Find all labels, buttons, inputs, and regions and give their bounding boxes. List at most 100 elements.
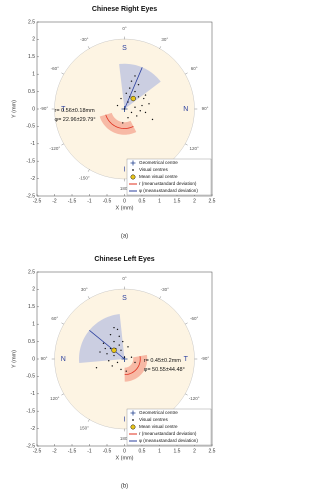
quadrant-label: N <box>183 106 188 113</box>
theta-tick <box>87 419 90 422</box>
y-tick-label: 2 <box>32 37 35 43</box>
visual-centre <box>127 101 129 103</box>
quadrant-label: T <box>184 356 189 363</box>
theta-tick <box>159 46 162 49</box>
y-tick-label: -2.5 <box>26 193 35 199</box>
visual-centre <box>129 87 131 89</box>
theta-tick-label: 180° <box>120 436 130 441</box>
x-axis-label: X (mm) <box>115 455 133 461</box>
x-tick-label: 1 <box>158 198 161 204</box>
chart-title: Chinese Left Eyes <box>94 256 154 263</box>
visual-centre <box>125 92 127 95</box>
legend-box <box>126 158 212 196</box>
visual-centre <box>134 90 136 93</box>
theta-tick-label: 180° <box>120 186 130 191</box>
legend-label: Mean visual centre <box>139 174 178 179</box>
visual-centre <box>108 360 110 362</box>
legend-label: Geometrical centre <box>139 160 178 165</box>
x-tick-label: -1.5 <box>68 198 77 204</box>
panel: Chinese Left Eyes -2.5 -2 -1.5 -1 -0.5 0 0.5 1 1.… <box>11 256 215 490</box>
visual-centre <box>125 370 127 372</box>
phi-mean-line <box>89 329 125 360</box>
visual-centre <box>148 103 150 105</box>
visual-centre <box>130 111 133 114</box>
theta-tick <box>87 296 90 299</box>
theta-tick <box>61 143 64 146</box>
y-tick-label: -2 <box>31 426 36 432</box>
theta-tick-label: 120° <box>190 146 200 151</box>
y-tick-label: -0.5 <box>26 374 35 380</box>
x-tick-label: 0.5 <box>139 198 146 204</box>
visual-centre <box>95 367 98 369</box>
x-tick-label: 1.5 <box>174 448 181 454</box>
y-tick-label: 0 <box>32 106 35 112</box>
visual-centre <box>151 118 154 121</box>
visual-centre <box>113 354 115 357</box>
x-tick-label: -1 <box>87 448 92 454</box>
theta-tick-label: 90° <box>41 356 48 361</box>
y-tick-label: 0 <box>32 356 35 362</box>
visual-centre <box>123 108 126 110</box>
visual-centre <box>116 328 119 331</box>
caption: (b) <box>121 484 128 490</box>
theta-tick <box>185 322 188 325</box>
visual-centre <box>134 75 136 77</box>
quadrant-label: T <box>61 106 66 113</box>
y-tick-label: 2 <box>32 287 35 293</box>
r-mean-arc <box>105 114 134 129</box>
legend-marker <box>132 169 134 171</box>
theta-tick-label: 60° <box>51 316 58 321</box>
visual-centre <box>134 106 136 108</box>
visual-centre <box>120 97 122 100</box>
annotation: r= 0.56±0.18mm <box>55 108 96 114</box>
visual-centre <box>106 353 108 355</box>
y-tick-label: -0.5 <box>26 124 35 130</box>
quadrant-label: I <box>124 167 126 174</box>
theta-tick-label: 60° <box>191 66 198 71</box>
visual-centre <box>134 361 136 364</box>
x-tick-label: -1.5 <box>68 448 77 454</box>
legend-label: Visual centres <box>139 417 168 422</box>
y-tick-label: -1.5 <box>26 159 35 165</box>
y-tick-label: -2 <box>31 176 36 182</box>
theta-tick-label: -60° <box>51 66 60 71</box>
visual-centre <box>136 115 138 117</box>
theta-tick-label: 90° <box>202 106 209 111</box>
quadrant-label: I <box>124 417 126 424</box>
legend-marker <box>130 174 136 180</box>
theta-tick-label: -30° <box>80 37 89 42</box>
visual-centre <box>144 94 147 96</box>
legend-marker <box>130 410 136 416</box>
visual-centre <box>137 83 140 86</box>
visual-centre <box>104 347 106 350</box>
visual-centre <box>118 344 120 346</box>
theta-tick <box>61 393 64 396</box>
theta-tick <box>185 143 188 146</box>
x-tick-label: 2.5 <box>209 448 216 454</box>
r-band <box>99 112 137 135</box>
theta-tick-label: 150° <box>80 426 90 431</box>
quadrant-label: S <box>122 295 127 302</box>
legend-marker <box>130 160 136 166</box>
legend-marker <box>132 419 134 421</box>
visual-centre <box>143 97 145 100</box>
legend-label: Geometrical centre <box>139 410 178 415</box>
quadrant-label: N <box>61 356 66 363</box>
x-tick-label: -2 <box>52 198 57 204</box>
visual-centre <box>130 80 133 82</box>
visual-centre <box>102 342 105 345</box>
theta-tick-label: 120° <box>50 396 60 401</box>
visual-centre <box>137 96 140 98</box>
visual-centre <box>129 96 131 98</box>
visual-centre <box>122 340 124 343</box>
theta-tick <box>87 169 90 172</box>
x-tick-label: -2.5 <box>33 448 42 454</box>
y-tick-label: -2.5 <box>26 443 35 449</box>
legend-label: Visual centres <box>139 167 168 172</box>
x-tick-label: 2 <box>193 198 196 204</box>
visual-centre <box>130 356 133 358</box>
y-tick-label: -1 <box>31 141 36 147</box>
legend-label: r (mean±standard deviation) <box>139 431 197 436</box>
theta-tick-label: -120° <box>189 396 200 401</box>
x-tick-label: 1 <box>158 448 161 454</box>
